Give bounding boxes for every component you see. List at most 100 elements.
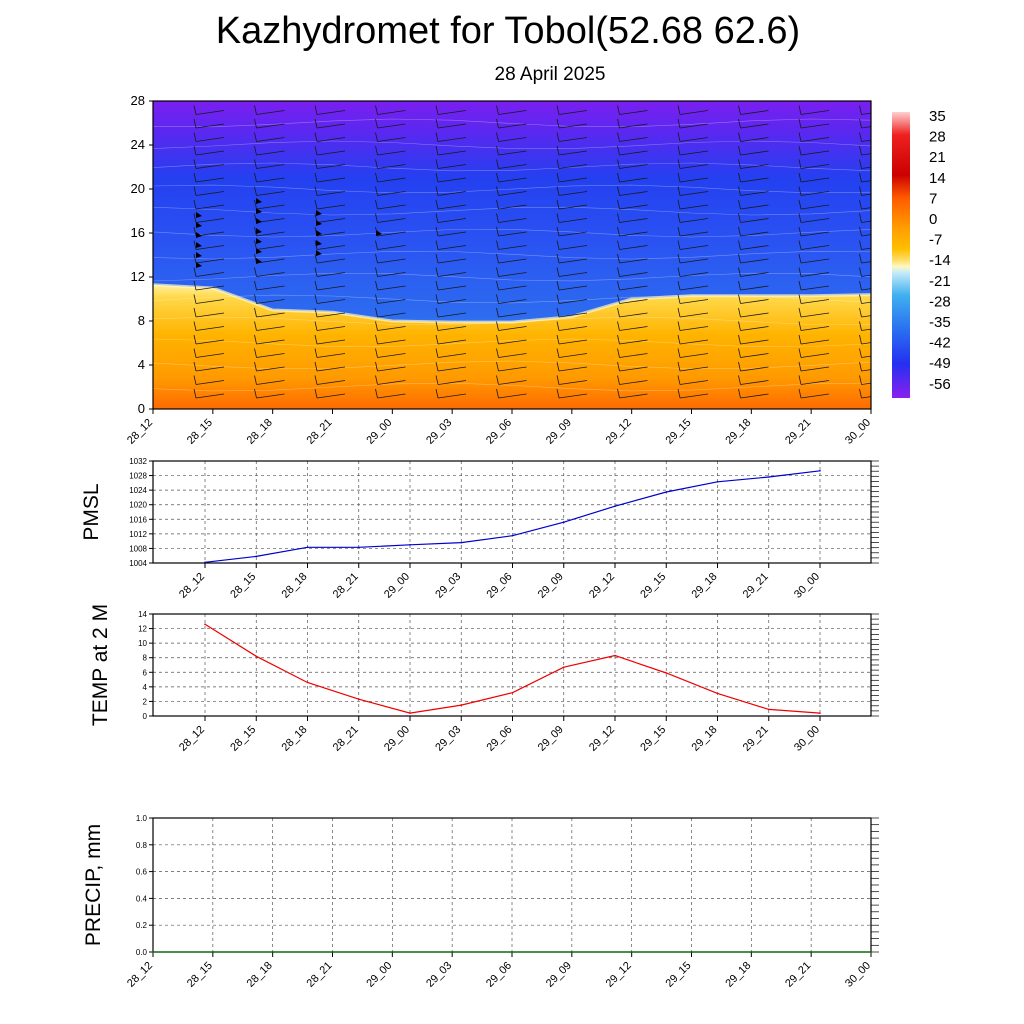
wind-barb bbox=[377, 245, 406, 250]
warm-field bbox=[153, 284, 871, 409]
wind-barb bbox=[740, 191, 769, 196]
wind-barb bbox=[740, 123, 769, 129]
wind-barb bbox=[316, 231, 346, 237]
wind-barb-flag bbox=[677, 280, 681, 291]
wind-barb bbox=[377, 177, 406, 183]
wind-barb bbox=[861, 112, 871, 115]
wind-barb bbox=[377, 191, 406, 196]
wind-barb bbox=[679, 204, 709, 210]
wind-barb bbox=[740, 380, 769, 385]
precip-point bbox=[630, 951, 633, 953]
wind-barb-flag bbox=[254, 361, 257, 372]
wind-barb-flag bbox=[496, 294, 499, 304]
wind-barb-flag bbox=[375, 307, 378, 318]
colorbar-label: 7 bbox=[929, 190, 937, 207]
wind-barb bbox=[498, 245, 527, 250]
wind-pennant bbox=[316, 220, 322, 226]
x-tick-label: 28_15 bbox=[185, 417, 215, 447]
wind-barb bbox=[800, 312, 830, 318]
wind-barb bbox=[256, 326, 285, 331]
wind-barb bbox=[377, 299, 406, 304]
x-tick-label: 29_00 bbox=[364, 417, 394, 447]
wind-barb bbox=[316, 218, 346, 223]
wind-barb bbox=[558, 123, 588, 129]
wind-barb bbox=[740, 150, 769, 156]
x-tick-label: 29_09 bbox=[536, 571, 566, 601]
wind-barb-flag bbox=[859, 334, 862, 345]
y-tick-label: 0.2 bbox=[136, 921, 148, 930]
x-tick-label: 29_06 bbox=[485, 571, 515, 601]
wind-barb-flag bbox=[798, 294, 802, 304]
wind-barb-flag bbox=[496, 105, 499, 115]
wind-barb bbox=[498, 110, 527, 115]
x-tick-label: 30_00 bbox=[843, 960, 873, 990]
wind-barb-flag bbox=[677, 253, 681, 264]
wind-barb bbox=[740, 339, 769, 345]
wind-barb bbox=[800, 285, 830, 291]
wind-barb bbox=[619, 191, 648, 196]
wind-barb-flag bbox=[375, 321, 378, 331]
wind-barb-flag bbox=[375, 334, 378, 345]
wind-barb-flag bbox=[556, 280, 560, 291]
wind-barb-flag bbox=[496, 388, 499, 399]
wind-pennant bbox=[196, 262, 202, 268]
wind-barb-flag bbox=[859, 213, 862, 223]
wind-barb bbox=[377, 326, 406, 331]
wind-barb bbox=[740, 231, 769, 237]
wind-barb-flag bbox=[556, 253, 560, 264]
wind-barb-flag bbox=[738, 388, 741, 399]
colorbar-label: -28 bbox=[929, 293, 951, 310]
wind-barb bbox=[558, 272, 588, 277]
wind-barb-flag bbox=[556, 321, 560, 331]
wind-barb-flag bbox=[556, 132, 560, 142]
wind-barb bbox=[619, 218, 648, 223]
wind-barb-flag bbox=[617, 253, 620, 264]
wind-barb-flag bbox=[798, 388, 802, 399]
wind-barb bbox=[437, 110, 467, 115]
wind-barb bbox=[679, 339, 709, 345]
y-tick-label: 1012 bbox=[129, 530, 147, 539]
wind-barb-flag bbox=[617, 118, 620, 129]
wind-barb-flag bbox=[496, 159, 499, 169]
wind-barb-flag bbox=[314, 253, 318, 264]
wind-barb-flag bbox=[677, 361, 681, 372]
wind-barb-flag bbox=[617, 388, 620, 399]
y-tick-label: 0.0 bbox=[136, 948, 148, 957]
wind-barb bbox=[195, 110, 225, 115]
wind-barb-flag bbox=[859, 132, 862, 142]
wind-barb bbox=[195, 177, 225, 183]
wind-barb-flag bbox=[798, 132, 802, 142]
x-tick-label: 28_21 bbox=[331, 724, 361, 754]
colorbar-label: -35 bbox=[929, 314, 951, 331]
wind-barb-flag bbox=[314, 132, 318, 142]
wind-barb-flag bbox=[375, 294, 378, 304]
wind-barb-flag bbox=[435, 294, 439, 304]
colorbar-label: -14 bbox=[929, 252, 951, 269]
wind-barb bbox=[619, 285, 648, 291]
wind-barb-flag bbox=[435, 226, 439, 237]
x-tick-label: 28_18 bbox=[245, 960, 275, 990]
wind-barb bbox=[498, 353, 527, 358]
wind-barb bbox=[740, 299, 769, 304]
pmsl-point bbox=[614, 505, 616, 508]
wind-barb-flag bbox=[496, 361, 499, 372]
wind-barb bbox=[256, 177, 285, 183]
pmsl-point bbox=[204, 561, 206, 564]
wind-barb bbox=[679, 353, 709, 358]
wind-barb-flag bbox=[738, 132, 741, 142]
wind-barb bbox=[558, 164, 588, 169]
wind-barb-flag bbox=[738, 307, 741, 318]
wind-barb-flag bbox=[738, 348, 741, 358]
colorbar-label: 35 bbox=[929, 108, 946, 125]
wind-barb-flag bbox=[496, 118, 499, 129]
wind-barb bbox=[316, 177, 346, 183]
wind-barb-flag bbox=[859, 294, 862, 304]
wind-barb-flag bbox=[677, 334, 681, 345]
wind-barb bbox=[619, 393, 648, 399]
wind-barb-flag bbox=[496, 132, 499, 142]
y-tick-label: 1008 bbox=[129, 544, 147, 553]
wind-barb-flag bbox=[738, 159, 741, 169]
x-tick-label: 29_03 bbox=[433, 724, 463, 754]
wind-barb bbox=[740, 218, 769, 223]
temp2m-point bbox=[614, 654, 616, 657]
